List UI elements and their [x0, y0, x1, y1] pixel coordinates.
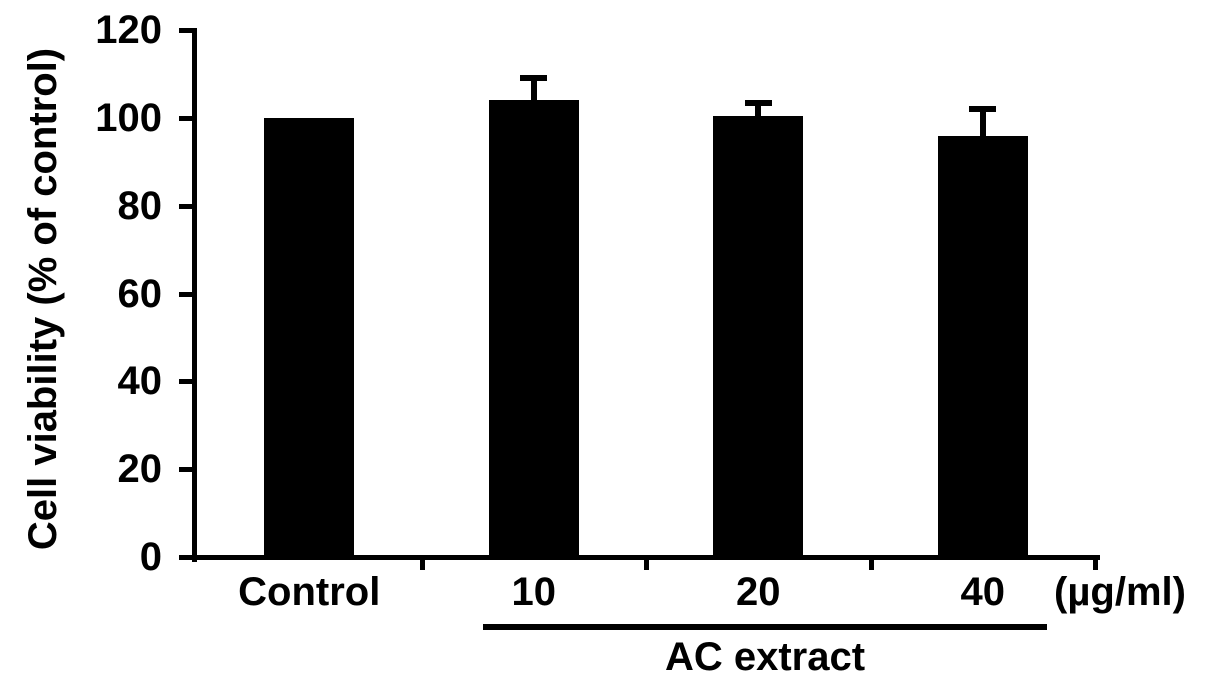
bar-control [264, 118, 355, 560]
y-axis-tick [179, 28, 197, 34]
y-axis-tick [179, 291, 197, 297]
x-axis-tick [419, 557, 425, 570]
y-tick-label: 20 [117, 447, 163, 492]
bar-40 [937, 135, 1028, 560]
errorbar-stem-20 [755, 99, 762, 118]
x-category-label-control: Control [238, 570, 381, 614]
y-axis-tick [179, 467, 197, 473]
y-axis-tick [179, 116, 197, 121]
x-axis-tick [644, 557, 649, 570]
y-axis-tick [179, 555, 197, 560]
y-tick-label: 80 [117, 183, 163, 228]
x-category-label-20: 20 [736, 570, 781, 614]
y-tick-label: 60 [117, 271, 163, 316]
x-axis-tick [868, 557, 874, 570]
y-axis-tick [179, 203, 197, 209]
errorbar-stem-40 [979, 106, 986, 138]
x-category-label-10: 10 [511, 570, 557, 614]
y-tick-label: 100 [95, 96, 162, 140]
bar-20 [713, 115, 804, 560]
errorbar-stem-10 [530, 75, 537, 103]
group-label: AC extract [664, 635, 866, 679]
errorbar-cap-20 [744, 99, 772, 106]
x-axis-tick [1093, 557, 1098, 570]
y-tick-label: 120 [95, 8, 162, 53]
errorbar-cap-40 [969, 106, 997, 113]
y-tick-label: 0 [139, 535, 162, 579]
x-category-label-40: 40 [960, 570, 1006, 614]
y-tick-label: 40 [117, 359, 163, 404]
bar-10 [488, 100, 579, 560]
x-axis-unit-label: (µg/ml) [1054, 570, 1186, 614]
y-axis-tick [179, 379, 197, 385]
group-underline [483, 624, 1047, 630]
errorbar-cap-10 [520, 75, 548, 82]
